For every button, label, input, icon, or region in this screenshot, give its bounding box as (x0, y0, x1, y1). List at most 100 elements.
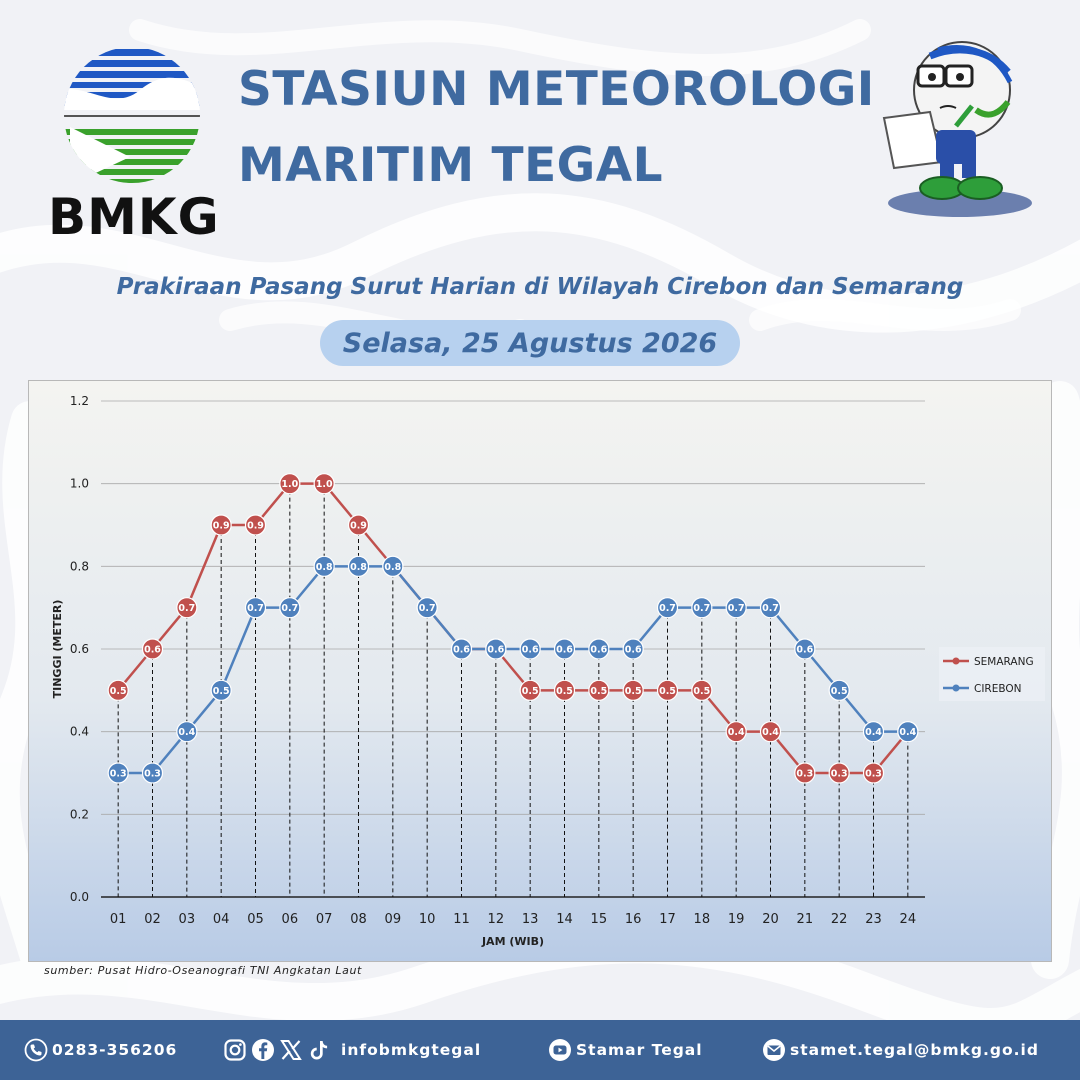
data-label-cirebon: 0.4 (865, 727, 882, 738)
footer-phone[interactable]: 0283-356206 (24, 1020, 177, 1080)
y-tick-label: 0.0 (70, 890, 89, 904)
data-label-cirebon: 0.8 (350, 562, 367, 573)
data-point-semarang (176, 597, 198, 619)
data-label-semarang: 0.3 (865, 769, 882, 780)
data-point-cirebon (519, 638, 541, 660)
x-tick-label: 07 (316, 912, 333, 927)
x-tick-label: 18 (694, 912, 711, 927)
tide-chart-svg: 0.0 0.2 0.4 0.6 0.8 1.0 1.2 01 02 03 04 05 06 07 08 09 1… (51, 394, 1045, 948)
data-label-semarang: 0.5 (590, 686, 607, 697)
data-point-semarang (141, 638, 164, 660)
x-tick-label: 22 (831, 912, 848, 927)
data-point-cirebon (416, 597, 438, 619)
x-tick-label: 19 (728, 912, 745, 927)
data-point-cirebon (725, 597, 747, 619)
data-label-cirebon: 0.7 (281, 603, 298, 614)
data-label-cirebon: 0.6 (522, 645, 539, 656)
data-label-semarang: 0.9 (247, 521, 264, 532)
source-note: sumber: Pusat Hidro-Oseanografi TNI Angk… (44, 964, 362, 977)
mascot-illustration (882, 41, 1032, 217)
y-tick-label: 0.4 (70, 725, 89, 739)
data-label-semarang: 1.0 (281, 479, 298, 490)
x-tick-label: 09 (385, 912, 402, 927)
data-label-cirebon: 0.6 (796, 645, 813, 656)
data-label-semarang: 0.6 (144, 645, 161, 656)
data-label-cirebon: 0.8 (316, 562, 333, 573)
data-point-semarang (313, 473, 335, 495)
footer-social[interactable]: infobmkgtegal (223, 1020, 481, 1080)
data-point-semarang (210, 514, 232, 536)
data-point-semarang (828, 762, 850, 784)
data-point-cirebon (279, 597, 301, 619)
data-point-cirebon (141, 762, 164, 784)
data-label-semarang: 0.7 (178, 603, 195, 614)
data-label-cirebon: 0.5 (213, 686, 230, 697)
data-label-cirebon: 0.6 (453, 645, 470, 656)
x-tick-label: 16 (625, 912, 642, 927)
data-point-semarang (244, 514, 267, 536)
phone-icon (24, 1038, 48, 1062)
x-tick-label: 13 (522, 912, 539, 927)
data-point-cirebon (450, 638, 473, 660)
legend-label-cirebon: CIREBON (974, 683, 1022, 695)
data-point-cirebon (622, 638, 644, 660)
x-tick-label: 17 (659, 912, 676, 927)
x-tick-label: 10 (419, 912, 436, 927)
data-point-semarang (691, 679, 713, 701)
data-point-cirebon (656, 597, 679, 619)
tiktok-icon[interactable] (307, 1038, 331, 1062)
data-point-semarang (553, 679, 576, 701)
data-point-cirebon (382, 555, 404, 577)
x-tick-label: 24 (900, 912, 917, 927)
x-tick-label: 23 (865, 912, 882, 927)
data-point-cirebon (862, 721, 885, 743)
data-label-semarang: 0.3 (831, 769, 848, 780)
data-label-semarang: 0.5 (625, 686, 642, 697)
data-point-cirebon (759, 597, 782, 619)
footer-youtube-text: Stamar Tegal (576, 1041, 703, 1059)
data-label-cirebon: 0.4 (178, 727, 195, 738)
data-label-cirebon: 0.6 (487, 645, 504, 656)
data-point-semarang (725, 721, 747, 743)
data-label-cirebon: 0.7 (247, 603, 264, 614)
data-label-semarang: 0.5 (110, 686, 127, 697)
data-point-semarang (347, 514, 370, 536)
instagram-icon[interactable] (223, 1038, 247, 1062)
tide-chart: 0.0 0.2 0.4 0.6 0.8 1.0 1.2 01 02 03 04 05 06 07 08 09 1… (28, 380, 1052, 962)
data-point-cirebon (553, 638, 576, 660)
data-label-semarang: 0.4 (762, 727, 779, 738)
date-badge: Selasa, 25 Agustus 2026 (320, 320, 740, 366)
data-point-semarang (588, 679, 610, 701)
data-point-cirebon (210, 679, 232, 701)
legend-marker-semarang (952, 657, 960, 665)
data-point-semarang (279, 473, 301, 495)
x-tick-label: 02 (144, 912, 161, 927)
data-label-cirebon: 0.4 (899, 727, 916, 738)
x-tick-label: 06 (282, 912, 299, 927)
y-tick-label: 0.8 (70, 559, 89, 573)
data-point-semarang (622, 679, 644, 701)
y-axis-label: TINGGI (METER) (51, 600, 64, 699)
footer-phone-text: 0283-356206 (52, 1041, 178, 1059)
data-label-semarang: 0.3 (796, 769, 813, 780)
subtitle: Prakiraan Pasang Surut Harian di Wilayah… (116, 274, 964, 300)
facebook-icon[interactable] (251, 1038, 275, 1062)
x-tick-label: 03 (179, 912, 196, 927)
data-point-cirebon (588, 638, 610, 660)
data-point-cirebon (347, 555, 370, 577)
logo-text: BMKG (48, 188, 220, 246)
data-label-semarang: 0.4 (728, 727, 745, 738)
y-tick-label: 0.2 (70, 807, 89, 821)
data-point-semarang (519, 679, 541, 701)
footer-youtube[interactable]: Stamar Tegal (548, 1020, 703, 1080)
data-point-cirebon (313, 555, 335, 577)
data-label-semarang: 0.9 (213, 521, 230, 532)
data-label-cirebon: 0.3 (144, 769, 161, 780)
footer-email[interactable]: stamet.tegal@bmkg.go.id (762, 1020, 1039, 1080)
x-icon[interactable] (279, 1038, 303, 1062)
data-point-semarang (107, 679, 129, 701)
data-label-cirebon: 0.3 (110, 769, 127, 780)
data-label-semarang: 0.5 (556, 686, 573, 697)
footer-email-text: stamet.tegal@bmkg.go.id (790, 1041, 1039, 1059)
x-tick-label: 04 (213, 912, 230, 927)
